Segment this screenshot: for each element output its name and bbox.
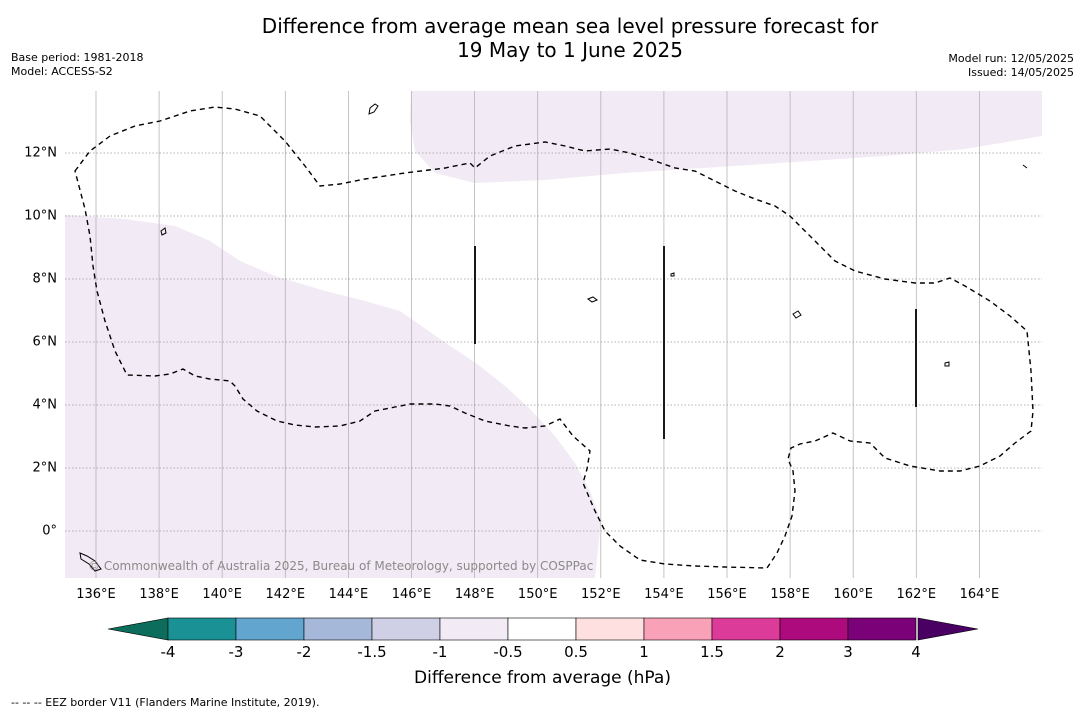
longitude-tick-label: 140°E <box>202 587 242 602</box>
colorbar-segment <box>303 617 373 641</box>
colorbar-tick-label: -1 <box>432 643 448 661</box>
island-7 <box>670 272 675 277</box>
colorbar-tick-label: -4 <box>160 643 176 661</box>
pressure-anomaly-shading <box>65 91 1042 578</box>
longitude-tick-label: 164°E <box>959 587 1000 602</box>
longitude-tick-label: 138°E <box>139 587 179 602</box>
colorbar-tick-label: 1.5 <box>700 643 724 661</box>
latitude-tick-label: 12°N <box>24 145 57 161</box>
island-8 <box>1022 164 1028 169</box>
colorbar <box>108 617 978 641</box>
island-6 <box>79 552 102 572</box>
island-1 <box>368 103 379 115</box>
run-info-right: Model run: 12/05/2025 Issued: 14/05/2025 <box>948 52 1074 80</box>
longitude-tick-label: 158°E <box>770 587 810 602</box>
colorbar-segment <box>167 617 237 641</box>
colorbar-tick-label: 2 <box>775 643 785 661</box>
longitude-tick-label: 136°E <box>76 587 116 602</box>
latitude-tick-label: 2°N <box>32 460 58 476</box>
latitude-tick-label: 8°N <box>32 271 58 287</box>
latitude-tick-label: 0° <box>42 523 57 539</box>
island-2 <box>160 227 167 236</box>
colorbar-segment <box>439 617 509 641</box>
title-line-1: Difference from average mean sea level p… <box>261 14 879 38</box>
colorbar-segment <box>711 617 781 641</box>
model-text: Model: ACCESS-S2 <box>11 65 113 78</box>
colorbar-segment <box>575 617 645 641</box>
colorbar-segment <box>507 617 577 641</box>
shaded-region-north <box>410 91 1042 183</box>
map-svg <box>65 91 1042 578</box>
longitude-tick-label: 162°E <box>896 587 937 602</box>
colorbar-tick-label: 3 <box>843 643 853 661</box>
colorbar-tick-label: -3 <box>228 643 244 661</box>
longitude-tick-label: 152°E <box>581 587 621 602</box>
colorbar-segment <box>643 617 713 641</box>
colorbar-tick-label: -1.5 <box>357 643 387 661</box>
colorbar-tick-label: 1 <box>639 643 649 661</box>
eez-border <box>74 106 1034 569</box>
model-run-text: Model run: 12/05/2025 <box>948 52 1074 65</box>
colorbar-tick-label: 0.5 <box>564 643 588 661</box>
shaded-region-west <box>65 215 601 578</box>
latitude-tick-label: 10°N <box>24 208 57 224</box>
longitude-tick-label: 160°E <box>833 587 873 602</box>
colorbar-segment <box>235 617 305 641</box>
colorbar-segment <box>779 617 849 641</box>
title-line-2: 19 May to 1 June 2025 <box>457 38 683 62</box>
island-4 <box>792 310 802 319</box>
colorbar-under-arrow <box>108 617 169 641</box>
colorbar-segment <box>847 617 917 641</box>
colorbar-label: Difference from average (hPa) <box>414 668 671 688</box>
colorbar-tick-label: 4 <box>911 643 921 661</box>
island-outlines <box>79 103 1028 572</box>
longitude-tick-label: 146°E <box>391 587 432 602</box>
longitude-tick-label: 144°E <box>328 587 369 602</box>
eez-vertical-segments <box>474 246 917 439</box>
island-5 <box>944 361 950 367</box>
colorbar-segments <box>167 617 917 641</box>
island-3 <box>586 296 599 303</box>
run-info-left: Base period: 1981-2018 Model: ACCESS-S2 <box>11 51 143 79</box>
longitude-tick-label: 148°E <box>454 587 495 602</box>
longitude-tick-label: 142°E <box>265 587 306 602</box>
map-title: Difference from average mean sea level p… <box>0 14 1085 62</box>
colorbar-tick-label: -2 <box>296 643 312 661</box>
latitude-tick-label: 6°N <box>32 334 58 350</box>
colorbar-over-arrow <box>917 617 978 641</box>
longitude-tick-label: 150°E <box>517 587 558 602</box>
issued-text: Issued: 14/05/2025 <box>967 66 1074 79</box>
latitude-tick-label: 4°N <box>32 397 58 413</box>
longitude-tick-label: 156°E <box>707 587 747 602</box>
base-period-text: Base period: 1981-2018 <box>11 51 144 64</box>
eez-legend: -- -- -- EEZ border V11 (Flanders Marine… <box>11 696 320 709</box>
map-panel <box>65 91 1042 578</box>
copyright-notice: © Commonwealth of Australia 2025, Bureau… <box>88 559 594 573</box>
colorbar-tick-label: -0.5 <box>493 643 523 661</box>
colorbar-segment <box>371 617 441 641</box>
longitude-tick-label: 154°E <box>644 587 684 602</box>
